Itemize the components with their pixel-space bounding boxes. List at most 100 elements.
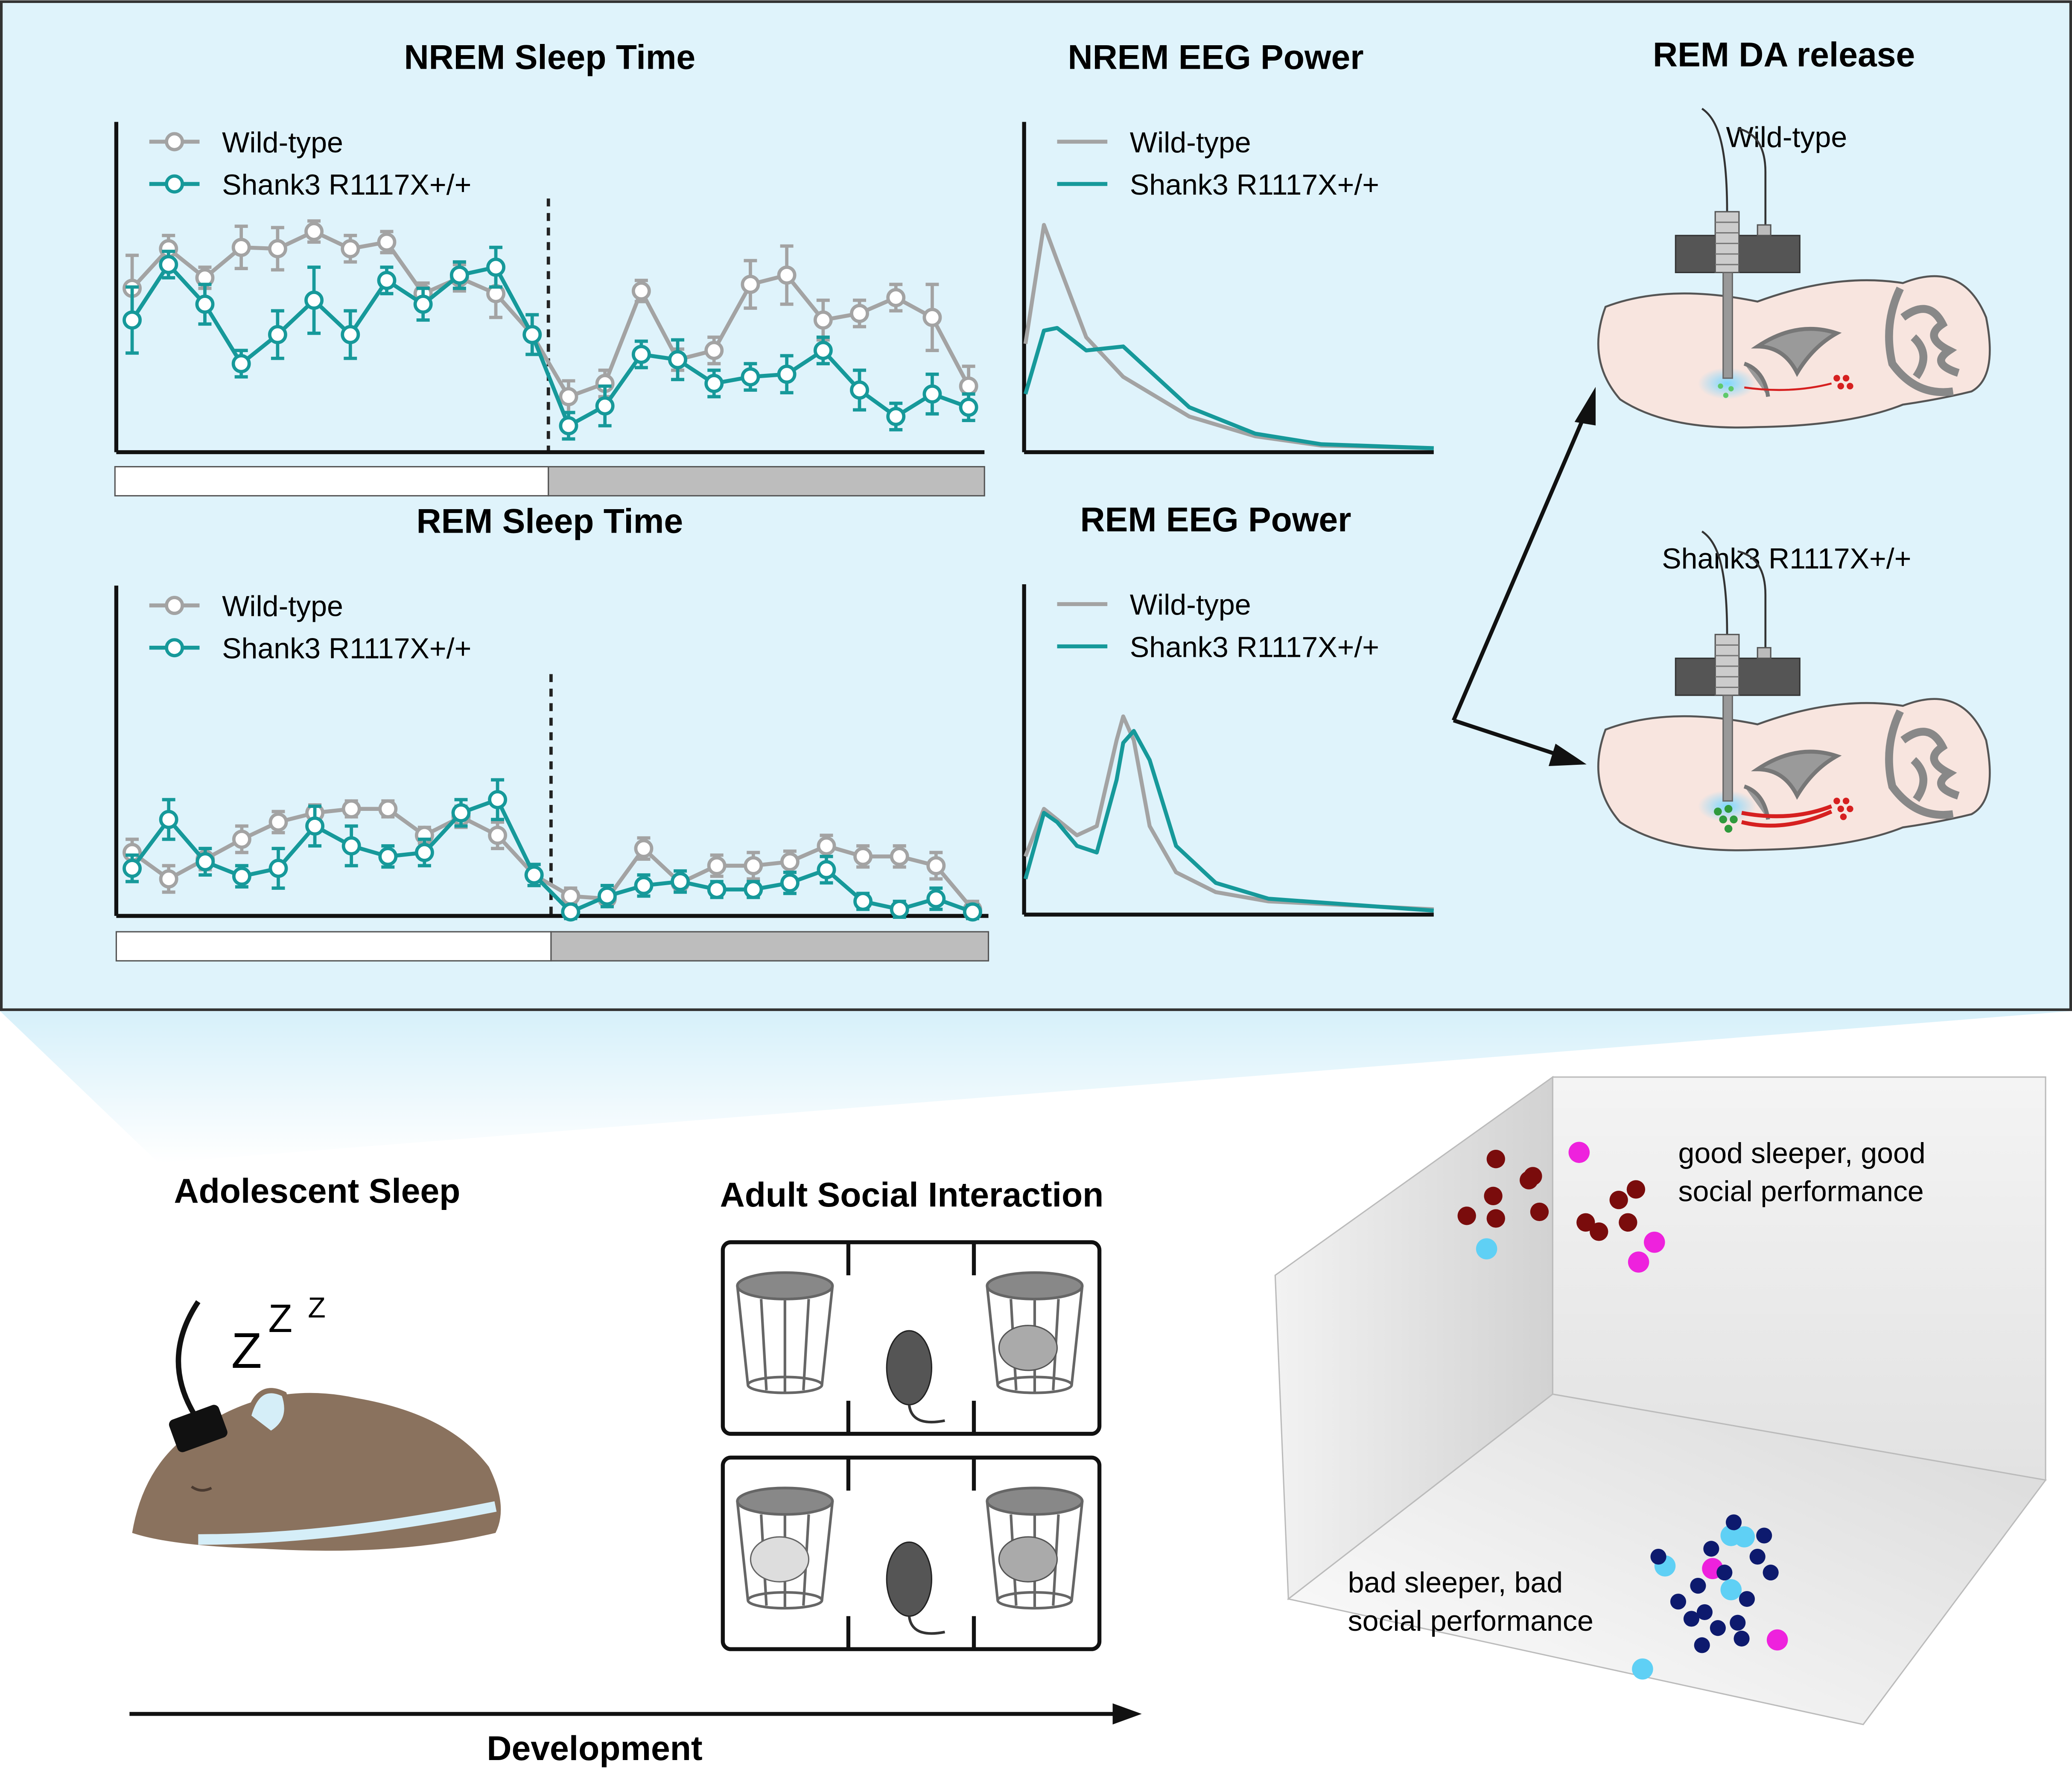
data-point [123,859,142,878]
chart-title: REM Sleep Time [417,502,683,540]
data-point [524,865,544,885]
panel-title: REM DA release [1653,36,1915,74]
data-point [232,830,251,849]
data-point [890,900,909,919]
data-point [704,341,724,360]
data-point [817,860,836,880]
genotype-label: Wild-type [1726,121,1847,153]
data-point [232,866,251,886]
light-phase-bar [115,931,552,962]
legend-label: Shank3 R1117X+/+ [1130,631,1379,663]
data-point [922,384,942,404]
zoom-fan [0,1011,2072,1163]
data-point [159,810,178,829]
data-point [595,396,615,416]
axis-label: Development [487,1729,702,1768]
data-point [378,847,398,866]
arrows [1451,387,1596,766]
data-point [777,364,797,384]
data-point [123,310,142,330]
data-point [634,876,654,895]
series-line [1023,729,1434,913]
data-point [853,892,873,911]
data-point [341,836,361,856]
sleeping-mouse [132,1300,501,1551]
cluster-label: social performance [1678,1175,1923,1208]
data-point [886,407,906,426]
light-phase-bar [114,466,549,497]
dark-phase-bar [550,931,989,962]
legend-marker [165,596,184,615]
data-point [780,852,800,871]
data-point [341,325,360,344]
data-point [304,222,324,241]
data-point [850,303,869,323]
legend-label: Wild-type [222,590,343,622]
data-point [707,880,727,899]
data-point [196,852,215,871]
data-point [268,325,287,344]
scatter-dots [1457,1142,1788,1680]
legend-label: Wild-type [1130,126,1251,159]
data-point [561,886,581,906]
cluster-label: bad sleeper, bad [1348,1566,1563,1599]
data-point [704,374,724,393]
data-point [195,294,215,314]
data-point [561,902,581,922]
data-point [231,354,251,373]
dopamine-signal [1714,375,1853,833]
data-point [959,397,978,417]
data-point [890,847,909,866]
data-point [922,308,942,327]
data-point [451,803,471,823]
data-point [634,839,654,858]
chart-title: NREM Sleep Time [404,38,695,77]
legend-marker [165,638,184,658]
z-letter: Z [268,1296,292,1341]
panel-title: Adult Social Interaction [720,1176,1104,1214]
data-point [159,869,178,889]
data-point [631,281,651,301]
data-point [813,341,833,360]
chart-title: REM EEG Power [1080,501,1351,539]
data-point [268,812,288,832]
data-point [341,799,361,819]
data-point [522,325,542,344]
data-point [268,239,287,259]
data-point [817,836,836,856]
panel-title: Adolescent Sleep [174,1172,461,1210]
data-point [559,387,578,406]
data-point [813,310,833,330]
data-point [744,856,763,875]
data-point [559,416,578,436]
legend-marker [165,174,184,194]
data-point [926,889,946,909]
phase-markers [114,198,989,962]
legend-label: Shank3 R1117X+/+ [1130,169,1379,201]
data-point [963,902,982,922]
data-point [341,239,360,259]
data-point [668,350,687,370]
chart-title: NREM EEG Power [1068,38,1363,77]
data-point [268,859,288,878]
dark-phase-bar [548,466,985,497]
data-point [780,873,800,893]
legend-label: Wild-type [1130,589,1251,621]
data-point [378,799,398,819]
data-point [488,825,508,845]
data-point [305,816,325,836]
data-point [926,856,946,875]
data-point [304,291,324,310]
data-point [488,790,508,810]
data-point [413,294,433,314]
legend-marker [165,132,184,152]
legend-label: Shank3 R1117X+/+ [222,632,471,665]
data-point [853,847,873,866]
data-point [741,367,760,387]
z-letter: Z [231,1323,262,1379]
data-point [744,880,763,899]
data-point [377,232,397,252]
data-point [959,376,978,396]
legend-label: Wild-type [222,126,343,159]
